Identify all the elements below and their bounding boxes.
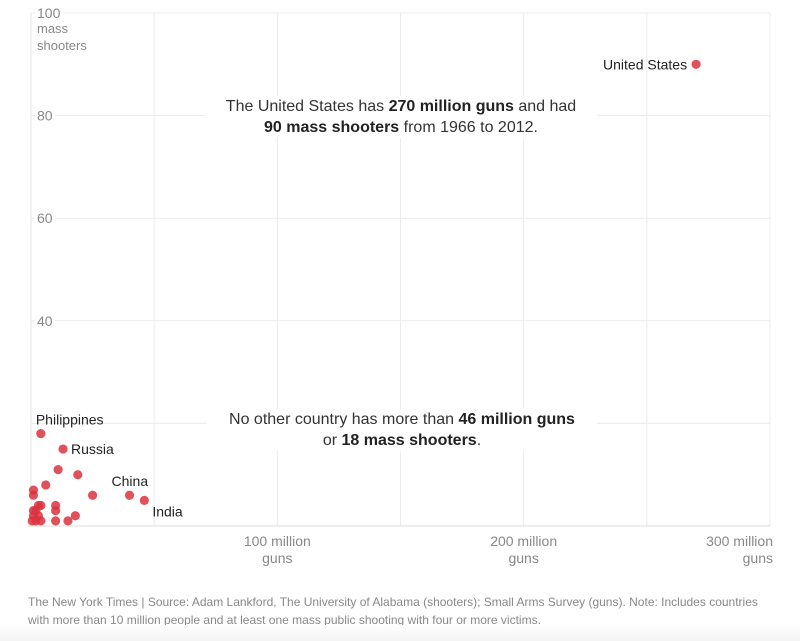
data-point <box>51 516 61 526</box>
point-china <box>124 490 135 500</box>
point-label-philippines: Philippines <box>36 412 104 428</box>
annotation-united-states: The United States has 270 million guns a… <box>205 96 597 138</box>
grid <box>31 12 771 526</box>
x-tick-unit-label: guns <box>508 550 538 566</box>
data-point <box>53 464 63 475</box>
annotation-text: and had <box>513 98 577 115</box>
y-tick-label: 80 <box>37 108 53 124</box>
annotation-line-1: No other country has more than 46 millio… <box>211 409 593 430</box>
x-tick-unit-label: guns <box>262 550 292 566</box>
point-united-states <box>691 59 701 69</box>
data-point <box>36 516 46 526</box>
source-footer: The New York Times | Source: Adam Lankfo… <box>28 595 758 627</box>
annotation-emphasis: 46 million guns <box>458 411 575 428</box>
annotation-text: No other country has more than <box>229 411 459 428</box>
point-label-russia: Russia <box>71 441 114 457</box>
x-tick-label: 200 million <box>490 533 557 549</box>
footer-band <box>0 625 800 641</box>
y-axis-unit-label: shooters <box>37 38 87 53</box>
y-tick-label-bg <box>35 209 55 224</box>
x-tick-label: 100 million <box>244 533 311 549</box>
y-tick-label: 100 <box>37 5 61 21</box>
data-point <box>73 470 83 480</box>
point-label-china: China <box>112 473 149 489</box>
annotation-emphasis: 270 million guns <box>388 98 514 115</box>
annotation-text: . <box>476 432 482 449</box>
point-russia <box>58 444 68 454</box>
y-axis-unit-label: mass <box>37 21 69 36</box>
y-tick-label-bg <box>35 311 55 326</box>
annotation-emphasis: 90 mass shooters <box>264 119 400 136</box>
annotation-emphasis: 18 mass shooters <box>341 432 477 449</box>
y-tick-label-bg <box>35 106 55 121</box>
annotation-text: from 1966 to 2012. <box>399 119 538 136</box>
point-philippines <box>36 429 46 439</box>
annotation-line-2: or 18 mass shooters. <box>211 430 593 451</box>
y-tick-label: 60 <box>37 210 53 226</box>
y-tick-label-bg <box>35 4 63 18</box>
data-point <box>63 516 73 526</box>
data-point <box>70 511 80 521</box>
data-point <box>87 490 98 500</box>
point-label-india: India <box>152 503 183 519</box>
annotation-other-countries: No other country has more than 46 millio… <box>207 409 597 451</box>
point-india <box>139 495 149 505</box>
x-tick-unit-label: guns <box>743 550 773 566</box>
y-tick-label: 40 <box>37 313 53 329</box>
data-points <box>27 59 701 526</box>
x-tick-label: 300 million <box>706 533 773 549</box>
data-point <box>41 480 51 490</box>
annotation-text: The United States has <box>225 98 389 115</box>
annotation-line-2: 90 mass shooters from 1966 to 2012. <box>209 117 593 138</box>
point-label-united-states: United States <box>603 56 687 72</box>
annotation-text: or <box>322 432 342 449</box>
annotation-line-1: The United States has 270 million guns a… <box>209 96 593 117</box>
data-point <box>28 490 39 500</box>
data-point <box>51 506 61 516</box>
